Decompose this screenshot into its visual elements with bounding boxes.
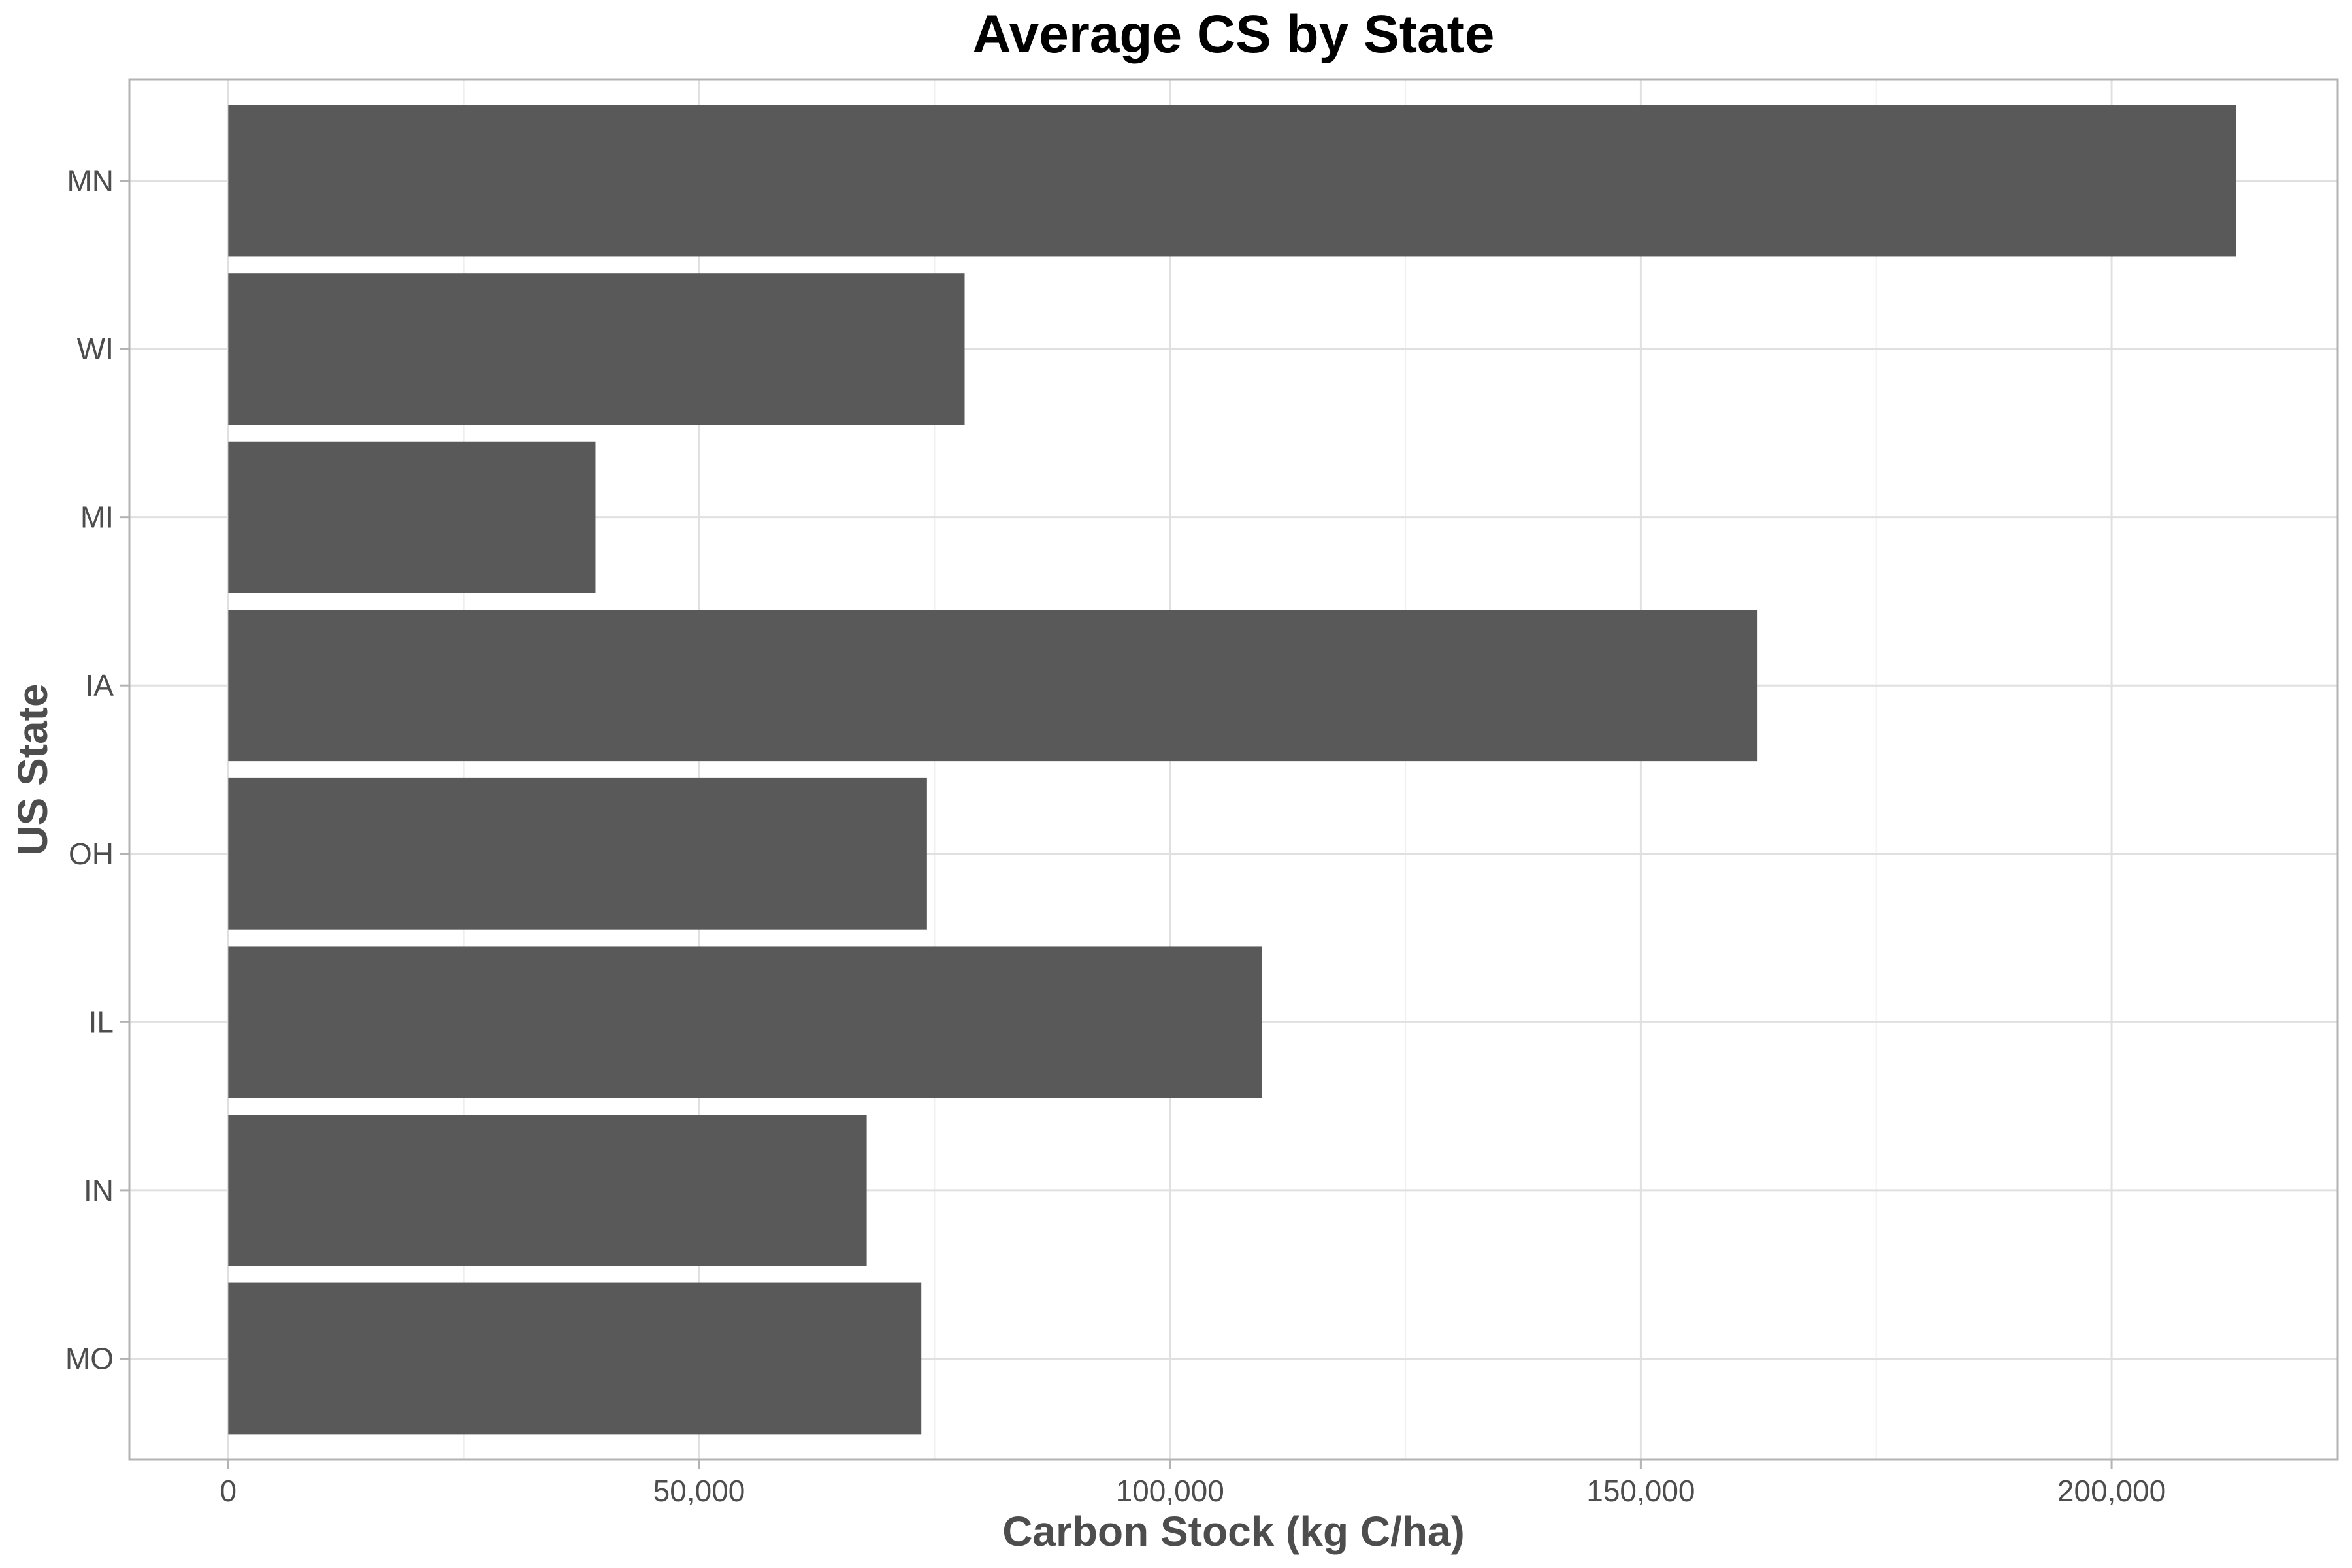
bar-layer (228, 105, 2236, 1435)
bar-il (228, 946, 1262, 1098)
y-tick-label: IN (84, 1173, 114, 1207)
y-tick-label: IL (89, 1005, 114, 1039)
bar-mn (228, 105, 2236, 257)
y-tick-label: MN (67, 164, 114, 198)
bar-wi (228, 273, 965, 425)
x-axis: 0 50,000 100,000 150,000 200,000 (220, 1460, 2166, 1508)
chart-title: Average CS by State (972, 5, 1494, 64)
x-tick-label: 0 (220, 1474, 237, 1508)
x-tick-label: 50,000 (653, 1474, 745, 1508)
x-tick-label: 200,000 (2057, 1474, 2166, 1508)
x-tick-label: 150,000 (1586, 1474, 1695, 1508)
y-tick-label: IA (86, 668, 114, 702)
bar-in (228, 1115, 867, 1266)
x-tick-label: 100,000 (1116, 1474, 1224, 1508)
bar-ia (228, 610, 1758, 762)
bar-mi (228, 441, 596, 593)
bar-oh (228, 777, 927, 930)
y-tick-label: OH (69, 837, 114, 871)
y-tick-label: MO (65, 1341, 114, 1375)
x-axis-title: Carbon Stock (kg C/ha) (1002, 1508, 1465, 1555)
y-axis-title: US State (9, 683, 56, 855)
panel-border (128, 78, 2339, 1461)
y-tick-label: MI (80, 500, 114, 534)
bar-mo (228, 1282, 922, 1435)
y-axis: MN WI MI IA OH IL IN MO (65, 164, 129, 1375)
y-tick-label: WI (77, 332, 114, 366)
